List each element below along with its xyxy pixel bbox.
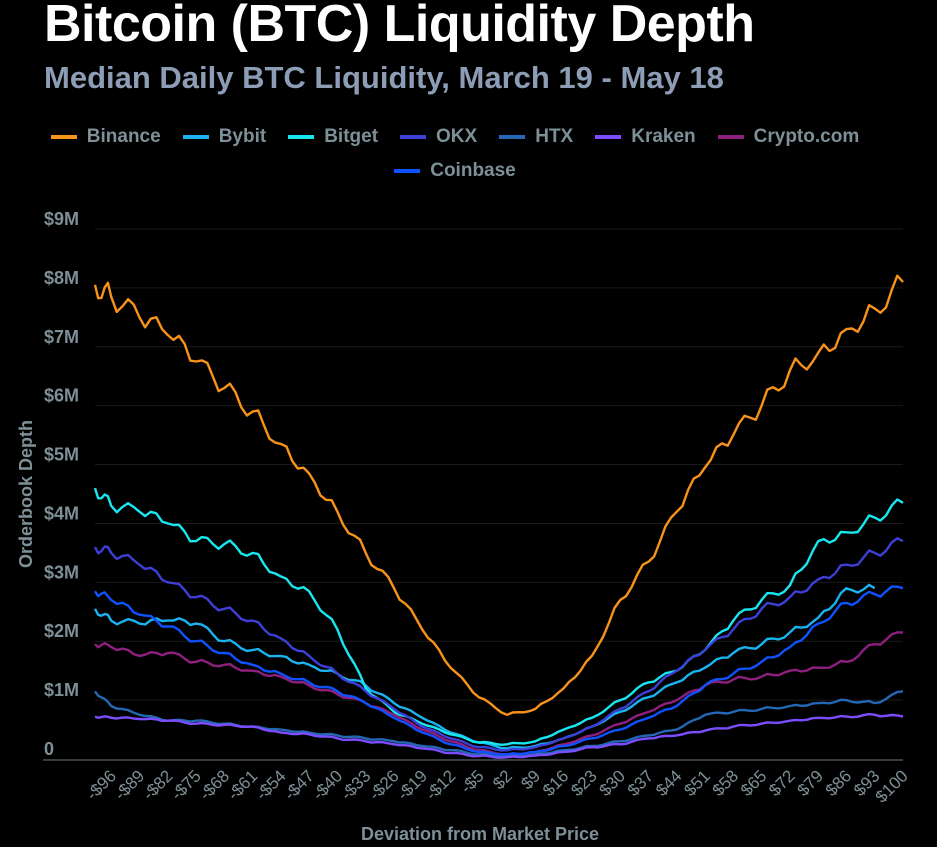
y-axis-title: Orderbook Depth	[16, 420, 36, 568]
gridlines	[95, 228, 903, 701]
legend-label: Bitget	[324, 126, 379, 147]
legend-swatch	[50, 135, 77, 139]
y-tick-label: $7M	[44, 327, 79, 347]
legend-label: Coinbase	[430, 160, 516, 181]
legend-label: Bybit	[218, 126, 267, 147]
legend-item-bybit[interactable]: Bybit	[182, 126, 267, 148]
legend-item-okx[interactable]: OKX	[400, 126, 477, 148]
chart-subtitle: Median Daily BTC Liquidity, March 19 - M…	[44, 60, 724, 95]
chart-title: Bitcoin (BTC) Liquidity Depth	[44, 0, 755, 53]
legend-item-htx[interactable]: HTX	[499, 126, 573, 148]
y-tick-label: $4M	[44, 503, 79, 523]
x-tick-label: -$75	[167, 766, 204, 803]
legend-label: HTX	[535, 126, 574, 147]
x-tick-label: $9	[517, 766, 544, 793]
legend-swatch	[717, 135, 744, 139]
x-tick-label: -$96	[82, 766, 119, 803]
x-tick-label: -$89	[111, 766, 148, 803]
x-axis-ticks: -$96-$89-$82-$75-$68-$61-$54-$47-$40-$33…	[82, 766, 911, 806]
legend-item-binance[interactable]: Binance	[50, 126, 161, 148]
x-tick-label: -$54	[252, 766, 289, 803]
series-line-bitget	[93, 487, 904, 746]
x-tick-label: $51	[680, 766, 713, 799]
x-tick-label: -$82	[139, 766, 176, 803]
x-tick-label: $23	[567, 766, 600, 799]
x-tick-label: $44	[652, 766, 685, 799]
legend-label: OKX	[436, 126, 478, 147]
x-tick-label: $72	[765, 766, 798, 799]
series-line-binance	[93, 274, 904, 716]
y-tick-label: $2M	[44, 621, 79, 641]
legend-swatch	[288, 135, 315, 139]
legend-item-kraken[interactable]: Kraken	[595, 126, 696, 148]
legend-label: Kraken	[631, 126, 696, 147]
y-tick-label: $5M	[44, 445, 79, 465]
x-tick-label: -$5	[457, 766, 488, 797]
y-tick-label: 0	[44, 739, 54, 759]
y-tick-label: $1M	[44, 680, 79, 700]
legend-swatch	[182, 135, 209, 139]
legend-swatch	[499, 135, 526, 139]
y-tick-label: $3M	[44, 562, 79, 582]
x-tick-label: -$19	[394, 766, 431, 803]
x-tick-label: $65	[737, 766, 770, 799]
x-tick-label: -$47	[280, 766, 317, 803]
legend: Binance Bybit Bitget OKX HTX Kraken Crypto.com…	[40, 126, 870, 182]
x-tick-label: $100	[872, 766, 912, 806]
x-tick-label: $16	[539, 766, 572, 799]
y-tick-label: $9M	[44, 209, 79, 229]
y-axis-ticks: 0 $1M $2M $3M $4M $5M $6M $7M $8M $9M	[44, 209, 79, 759]
x-tick-label: $37	[624, 766, 657, 799]
x-tick-label: -$61	[224, 766, 261, 803]
y-tick-label: $8M	[44, 268, 79, 288]
legend-label: Crypto.com	[753, 126, 860, 147]
legend-item-bitget[interactable]: Bitget	[288, 126, 378, 148]
x-tick-label: $86	[822, 766, 855, 799]
series-line-htx	[94, 690, 904, 758]
x-tick-label: -$26	[365, 766, 402, 803]
x-tick-label: -$12	[422, 766, 459, 803]
legend-swatch	[394, 169, 421, 173]
legend-swatch	[400, 135, 427, 139]
x-tick-label: $58	[709, 766, 742, 799]
x-tick-label: -$68	[196, 766, 233, 803]
legend-swatch	[595, 135, 622, 139]
legend-item-crypto-com[interactable]: Crypto.com	[717, 126, 860, 148]
legend-item-coinbase[interactable]: Coinbase	[394, 160, 516, 182]
x-tick-label: $2	[489, 766, 516, 793]
series-line-kraken	[94, 712, 904, 759]
legend-label: Binance	[86, 126, 161, 147]
series-lines	[93, 274, 904, 759]
x-tick-label: -$40	[309, 766, 346, 803]
series-line-okx	[93, 537, 904, 752]
x-tick-label: $30	[596, 766, 629, 799]
x-tick-label: $79	[793, 766, 826, 799]
series-line-coinbase	[93, 585, 904, 756]
x-tick-label: -$33	[337, 766, 374, 803]
y-tick-label: $6M	[44, 386, 79, 406]
x-axis-title: Deviation from Market Price	[361, 824, 599, 844]
